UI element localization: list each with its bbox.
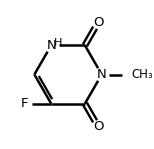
Text: N: N xyxy=(46,39,56,52)
Text: O: O xyxy=(93,120,103,133)
Text: N: N xyxy=(97,68,107,81)
Text: O: O xyxy=(93,16,103,29)
Text: F: F xyxy=(21,97,28,110)
Text: H: H xyxy=(54,38,62,48)
Text: CH₃: CH₃ xyxy=(131,68,153,81)
